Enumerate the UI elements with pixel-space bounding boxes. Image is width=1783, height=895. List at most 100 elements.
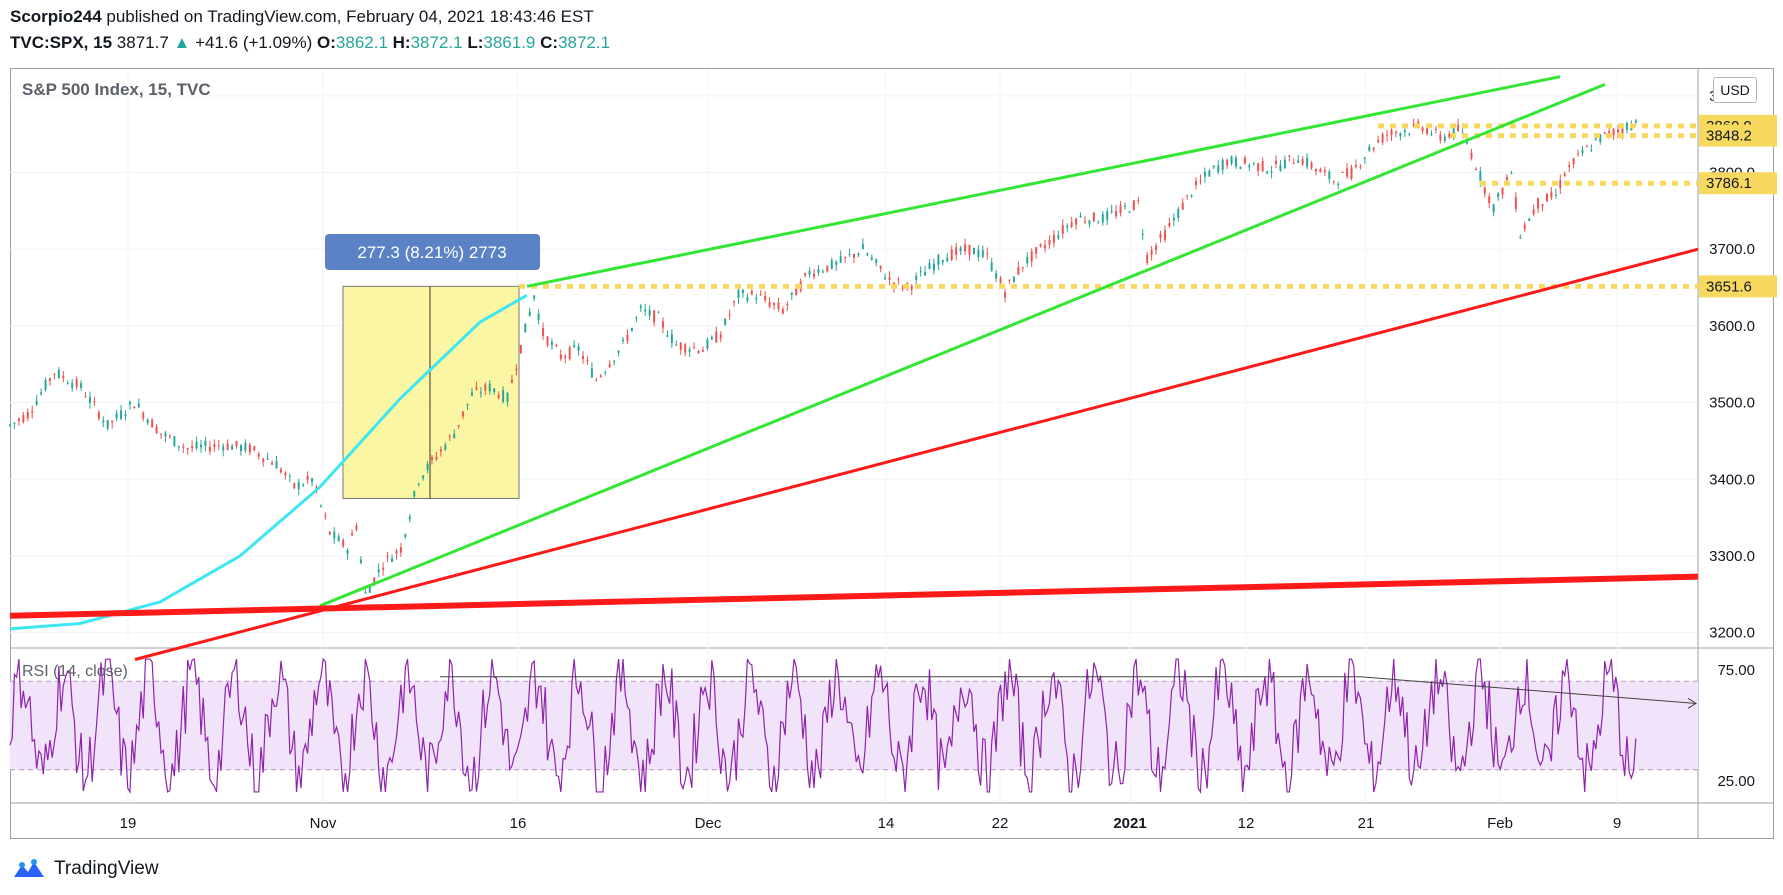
- price-candle-body: [924, 272, 927, 276]
- price-candle-body: [444, 444, 447, 450]
- price-candle-body: [182, 446, 185, 448]
- price-candle-body: [1306, 157, 1309, 167]
- price-candle-body: [204, 440, 207, 447]
- price-candle-body: [955, 247, 958, 255]
- price-candle-body: [1346, 168, 1349, 177]
- price-candle-body: [790, 292, 793, 295]
- price-candle-body: [1532, 209, 1535, 215]
- price-candle-body: [1341, 171, 1344, 173]
- price-candle-body: [431, 457, 433, 460]
- price-candle-body: [613, 360, 616, 362]
- price-candle-body: [1408, 133, 1411, 135]
- price-candle-body: [857, 253, 860, 256]
- price-candle-body: [288, 475, 291, 477]
- time-tick-label: 14: [878, 815, 895, 832]
- price-candle-body: [817, 269, 820, 273]
- price-candle-body: [524, 323, 527, 333]
- price-candle-body: [1079, 215, 1082, 218]
- price-candle-body: [1545, 193, 1548, 202]
- price-candle-body: [1523, 224, 1526, 229]
- price-candle-body: [26, 411, 29, 419]
- price-candle-body: [710, 336, 713, 340]
- price-candle-body: [1310, 163, 1313, 169]
- price-candle-body: [1621, 128, 1624, 134]
- price-candle-body: [870, 257, 873, 260]
- price-candle-body: [639, 306, 642, 308]
- price-candle-body: [248, 444, 251, 453]
- price-candle-body: [568, 347, 571, 359]
- price-candle-body: [271, 462, 274, 465]
- currency-button[interactable]: USD: [1713, 77, 1757, 103]
- price-candle-body: [1359, 166, 1362, 168]
- price-candle-body: [995, 273, 998, 279]
- price-candle-body: [1026, 256, 1029, 264]
- price-candle-body: [235, 441, 238, 447]
- price-candle-body: [217, 445, 220, 447]
- price-candle-body: [328, 531, 331, 535]
- price-candle-body: [1092, 212, 1095, 222]
- price-candle-body: [1039, 244, 1042, 247]
- price-candle-body: [666, 335, 669, 337]
- price-candle-body: [1368, 146, 1371, 151]
- price-candle-body: [550, 341, 553, 346]
- price-candle-body: [22, 415, 25, 423]
- price-candle-body: [1203, 172, 1206, 177]
- price-candle-body: [528, 311, 531, 316]
- price-candle-body: [897, 279, 900, 281]
- price-candle-body: [1448, 133, 1451, 138]
- price-candle-body: [515, 368, 518, 371]
- price-candle-body: [968, 244, 971, 255]
- price-candle-body: [1190, 195, 1193, 197]
- price-candle-body: [1350, 167, 1353, 179]
- price-candle-body: [1594, 138, 1597, 140]
- price-candle-body: [910, 285, 913, 290]
- price-candle-body: [346, 550, 349, 554]
- price-tick-label: 3400.0: [1709, 471, 1755, 488]
- price-candle-body: [71, 383, 74, 388]
- price-candle-body: [888, 276, 891, 280]
- price-candle-body: [697, 350, 700, 353]
- price-candle-body: [719, 334, 722, 339]
- price-candle-body: [826, 265, 829, 272]
- price-candle-body: [661, 321, 664, 328]
- price-candle-body: [1004, 292, 1007, 298]
- price-candle-body: [1270, 171, 1273, 173]
- price-candle-body: [137, 403, 140, 408]
- price-candle-body: [932, 263, 935, 271]
- price-candle-body: [1483, 187, 1486, 194]
- price-candle-body: [1083, 221, 1086, 223]
- price-candle-body: [1421, 127, 1424, 132]
- price-candle-body: [44, 380, 47, 391]
- price-candle-body: [693, 346, 696, 348]
- price-candle-body: [1590, 149, 1593, 151]
- price-candle-body: [1177, 209, 1180, 218]
- price-candle-body: [1257, 163, 1260, 171]
- price-candle-body: [577, 346, 580, 351]
- price-candle-body: [1048, 239, 1051, 245]
- price-candle-body: [724, 318, 727, 325]
- price-candle-body: [351, 532, 354, 536]
- price-candle-body: [462, 411, 465, 417]
- price-candle-body: [928, 263, 931, 269]
- price-candle-body: [466, 403, 469, 406]
- price-candle-body: [622, 339, 625, 341]
- price-candle-body: [777, 302, 780, 310]
- price-candle-body: [608, 364, 611, 368]
- price-candle-body: [239, 445, 242, 452]
- price-candle-body: [57, 369, 60, 378]
- price-candle-body: [306, 476, 309, 480]
- price-candle-body: [31, 411, 34, 413]
- price-tick-label: 3700.0: [1709, 241, 1755, 258]
- price-candle-body: [497, 394, 500, 399]
- price-candle-body: [1195, 180, 1198, 186]
- price-candle-body: [1044, 245, 1047, 249]
- price-candle-body: [1585, 146, 1588, 148]
- price-candle-body: [590, 368, 593, 378]
- price-candle-body: [653, 310, 656, 323]
- price-candle-body: [324, 515, 327, 517]
- price-candle-body: [1559, 179, 1562, 189]
- price-candle-body: [1363, 158, 1366, 160]
- price-candle-body: [1012, 276, 1015, 283]
- price-candle-body: [1439, 134, 1442, 141]
